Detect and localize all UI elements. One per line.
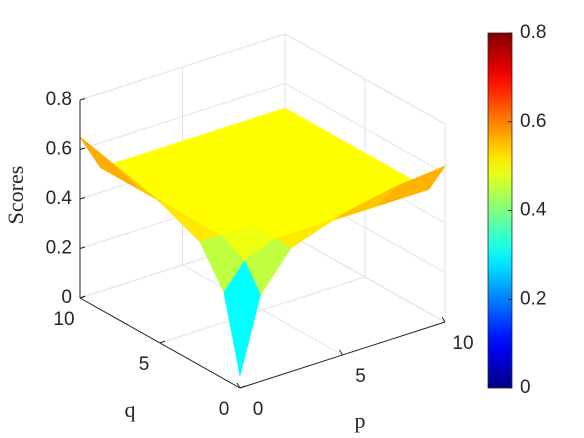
surface-patch (223, 260, 261, 377)
tick-mark (441, 316, 446, 323)
tick-mark (339, 349, 343, 356)
grid-line (159, 79, 366, 344)
colorbar-tick-label: 0 (520, 377, 531, 398)
tick-mark (79, 246, 86, 249)
tick-mark (239, 385, 246, 389)
x-tick-label: 0 (253, 399, 264, 420)
tick-mark (79, 98, 86, 101)
tick-mark (79, 295, 86, 299)
z-tick-label: 0 (61, 287, 72, 308)
tick-mark (79, 147, 86, 150)
z-tick-label: 0.4 (46, 188, 73, 209)
grid-line (79, 33, 446, 125)
y-tick-label: 10 (53, 309, 74, 330)
tick-mark (79, 197, 86, 200)
z-tick-label: 0.2 (46, 238, 72, 259)
colorbar-tick-label: 0.8 (520, 22, 546, 43)
z-axis-label: Scores (3, 166, 28, 225)
x-tick-label: 10 (452, 333, 473, 354)
y-tick-label: 5 (139, 354, 150, 375)
z-tick-label: 0.8 (46, 89, 72, 110)
x-tick-label: 5 (355, 366, 366, 387)
y-tick-label: 0 (219, 399, 230, 420)
tick-mark (159, 340, 166, 344)
y-axis-label: q (125, 397, 136, 422)
colorbar-tick-label: 0.4 (520, 200, 547, 221)
x-axis-label: p (355, 408, 366, 433)
surface (79, 107, 446, 377)
colorbar-tick-label: 0.6 (520, 111, 546, 132)
z-tick-label: 0.6 (46, 139, 72, 160)
colorbar-tick-label: 0.2 (520, 288, 546, 309)
tick-mark (236, 382, 241, 389)
